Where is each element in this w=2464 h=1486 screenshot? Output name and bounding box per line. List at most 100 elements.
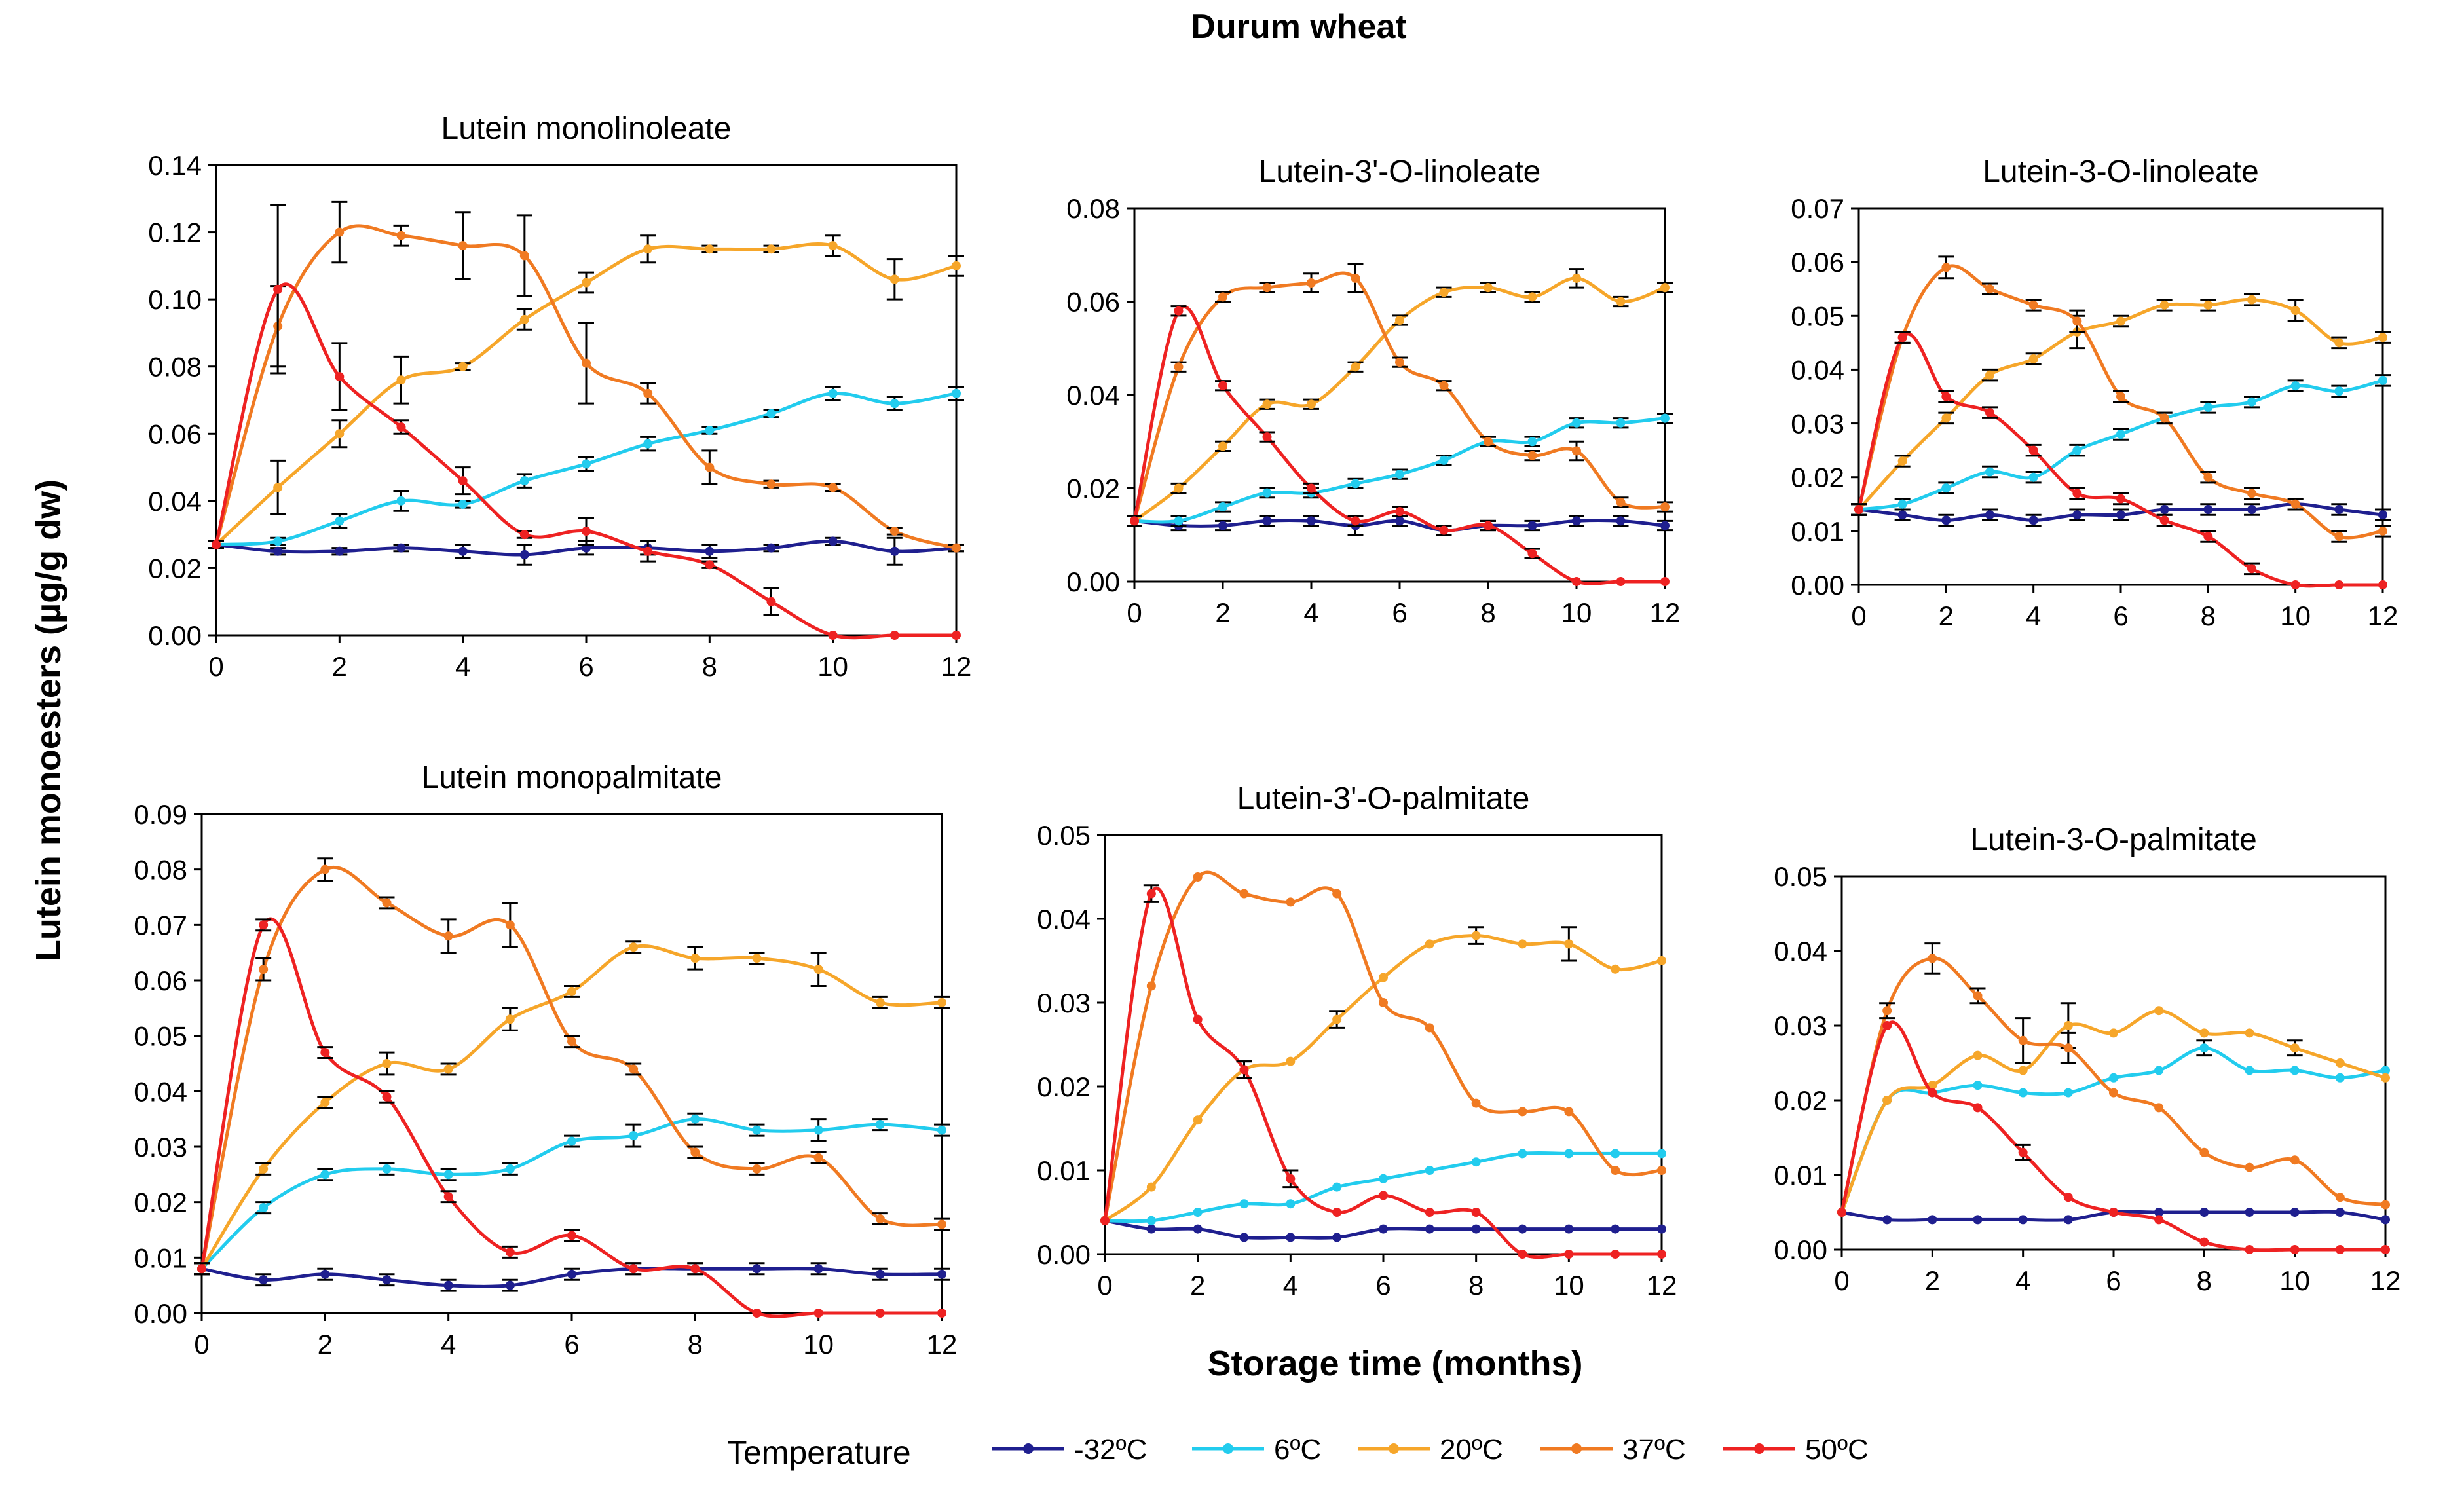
data-point	[1854, 505, 1863, 514]
series--32ºC	[194, 1262, 950, 1292]
data-point	[629, 1064, 639, 1074]
data-point	[2116, 316, 2125, 326]
data-point	[889, 631, 899, 640]
x-tick-label: 6	[2113, 601, 2128, 631]
data-point	[1395, 507, 1404, 517]
data-point	[1193, 872, 1203, 882]
data-point	[1471, 931, 1481, 940]
data-point	[443, 1064, 453, 1074]
data-point	[1130, 516, 1139, 526]
legend-label: 37ºC	[1622, 1434, 1686, 1466]
data-point	[1572, 516, 1581, 526]
y-tick-label: 0.04	[134, 1076, 187, 1107]
trend-line	[1103, 886, 1662, 1259]
data-point	[828, 631, 838, 640]
y-tick-label: 0.01	[1037, 1155, 1091, 1186]
data-point	[1239, 1199, 1249, 1209]
series-37ºC	[194, 857, 950, 1276]
legend-label: 6ºC	[1274, 1434, 1321, 1466]
data-point	[259, 1275, 269, 1285]
data-point	[1928, 1088, 1937, 1098]
data-point	[1527, 521, 1537, 530]
data-point	[1657, 1250, 1666, 1259]
data-point	[1351, 479, 1360, 489]
data-point	[1332, 1182, 1342, 1192]
data-point	[952, 261, 961, 270]
data-point	[952, 631, 961, 640]
data-point	[1395, 470, 1404, 479]
data-point	[1351, 362, 1360, 372]
x-tick-label: 8	[688, 1329, 703, 1360]
data-point	[1174, 306, 1184, 316]
data-point	[567, 1136, 576, 1146]
data-point	[690, 954, 700, 963]
data-point	[519, 549, 529, 559]
data-point	[320, 1098, 330, 1107]
y-tick-label: 0.00	[1791, 570, 1844, 601]
data-point	[1985, 510, 1994, 520]
plot-frame	[1840, 875, 2387, 1251]
data-point	[1564, 939, 1574, 949]
data-point	[259, 1164, 269, 1174]
data-point	[1985, 370, 1994, 380]
data-point	[1425, 939, 1434, 949]
data-point	[2116, 392, 2125, 401]
data-point	[1616, 577, 1626, 586]
x-tick-label: 6	[564, 1329, 579, 1360]
data-point	[705, 546, 715, 556]
data-point	[937, 1309, 946, 1318]
data-point	[1379, 1191, 1388, 1200]
data-point	[1611, 1250, 1620, 1259]
data-point	[1307, 483, 1316, 493]
data-point	[705, 426, 715, 436]
x-tick-label: 10	[1554, 1270, 1584, 1301]
x-tick-label: 8	[702, 651, 717, 682]
data-point	[1657, 1166, 1666, 1175]
legend-label: -32ºC	[1074, 1434, 1147, 1466]
y-tick-label: 0.03	[1791, 409, 1844, 439]
data-point	[1973, 1103, 1983, 1113]
data-point	[458, 241, 468, 251]
data-point	[1218, 521, 1227, 530]
legend-marker	[1223, 1443, 1233, 1454]
legend-label: 50ºC	[1805, 1434, 1869, 1466]
y-tick-label: 0.01	[1791, 516, 1844, 547]
data-point	[1332, 1014, 1342, 1024]
y-tick-label: 0.01	[134, 1242, 187, 1273]
data-point	[2199, 1028, 2209, 1038]
data-point	[1518, 1250, 1527, 1259]
data-point	[2063, 1088, 2073, 1098]
panel-title: Lutein-3'-O-linoleate	[1259, 155, 1541, 189]
data-point	[259, 1203, 269, 1213]
data-point	[2199, 1043, 2209, 1053]
data-point	[2381, 1066, 2390, 1075]
data-point	[2247, 505, 2256, 514]
data-point	[505, 1164, 515, 1174]
data-point	[443, 931, 453, 941]
series-20ºC	[194, 940, 950, 1276]
data-point	[1518, 1107, 1527, 1117]
data-point	[2063, 1215, 2073, 1225]
data-point	[2335, 1193, 2345, 1202]
data-point	[2245, 1162, 2254, 1172]
y-tick-label: 0.04	[1066, 380, 1120, 411]
chart-panel-1: Lutein monolinoleate 0.00 0.02 0.04 0.06 0.08…	[148, 111, 971, 682]
data-point	[705, 462, 715, 472]
data-point	[2378, 333, 2387, 343]
data-point	[1307, 516, 1316, 526]
data-point	[1239, 1233, 1249, 1242]
data-point	[1395, 516, 1404, 526]
data-point	[2063, 1043, 2073, 1053]
chart-panel-6: Lutein-3-O-palmitate 0.00 0.01 0.02 0.03 0.04…	[1774, 823, 2400, 1296]
data-point	[752, 1125, 762, 1135]
data-point	[212, 540, 221, 549]
data-point	[1471, 1208, 1481, 1217]
series-37ºC	[1127, 263, 1673, 527]
data-point	[1484, 521, 1493, 530]
data-point	[705, 244, 715, 254]
data-point	[2381, 1073, 2390, 1083]
figure-title: Durum wheat	[1191, 8, 1406, 46]
data-point	[1471, 1157, 1481, 1167]
data-point	[519, 251, 529, 261]
data-point	[690, 1147, 700, 1157]
